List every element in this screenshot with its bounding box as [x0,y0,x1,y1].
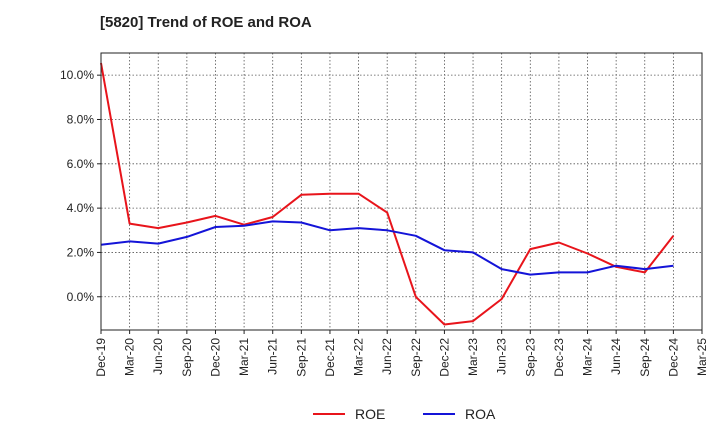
legend-label-roe: ROE [355,406,385,422]
x-tick-label: Dec-24 [666,338,680,377]
x-tick-label: Sep-23 [523,338,537,377]
plot-background [101,53,702,330]
x-tick-label: Sep-21 [294,338,308,377]
x-tick-label: Sep-22 [409,338,423,377]
x-tick-label: Dec-21 [323,338,337,377]
x-tick-label: Dec-20 [208,338,222,377]
x-tick-label: Dec-22 [437,338,451,377]
x-tick-label: Mar-22 [352,338,366,376]
y-tick-label: 2.0% [67,245,95,259]
x-tick-label: Dec-23 [552,338,566,377]
legend: ROE ROA [313,406,496,422]
x-tick-label: Dec-19 [94,338,108,377]
series-lines [100,62,675,326]
x-tick-label: Mar-25 [695,338,709,376]
y-tick-label: 8.0% [67,112,95,126]
y-tick-label: 6.0% [67,157,95,171]
x-tick-label: Sep-24 [638,338,652,377]
series-line-roa [100,220,674,276]
x-axis-ticks: Dec-19 Mar-20 Jun-20 Sep-20 Dec-20 Mar-21 Jun-… [94,330,709,377]
x-tick-label: Mar-20 [123,338,137,376]
grid-lines [101,53,702,330]
plot-frame [100,52,703,331]
x-tick-label: Jun-21 [266,338,280,375]
x-tick-label: Jun-20 [151,338,165,375]
x-tick-label: Mar-23 [466,338,480,376]
chart-title: [5820] Trend of ROE and ROA [100,14,312,31]
x-tick-label: Mar-21 [237,338,251,376]
y-tick-label: 4.0% [67,201,95,215]
y-tick-label: 0.0% [67,290,95,304]
y-axis-ticks: 0.0% 2.0% 4.0% 6.0% 8.0% 10.0% [60,68,101,304]
legend-label-roa: ROA [465,406,496,422]
x-tick-label: Sep-20 [180,338,194,377]
x-tick-label: Jun-22 [380,338,394,375]
series-line-roe [100,62,675,326]
x-tick-label: Jun-23 [495,338,509,375]
x-tick-label: Jun-24 [609,338,623,375]
x-tick-label: Mar-24 [581,338,595,376]
y-tick-label: 10.0% [60,68,94,82]
